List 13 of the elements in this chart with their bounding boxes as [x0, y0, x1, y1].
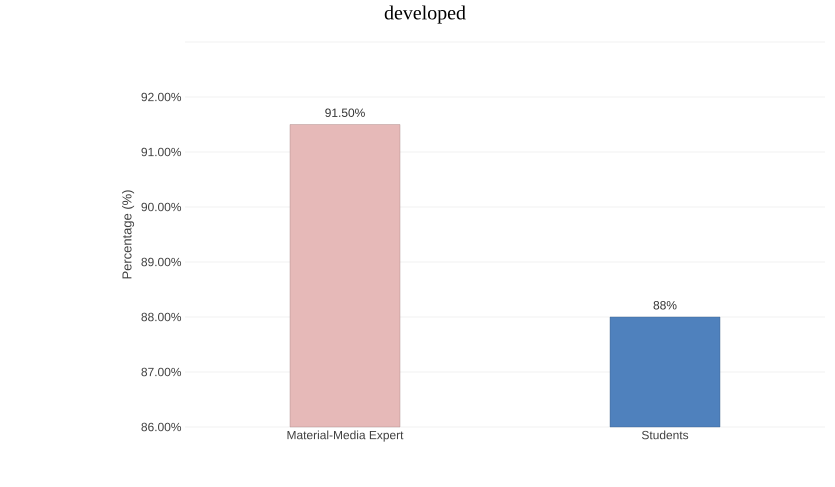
x-tick-label: Material-Media Expert: [288, 430, 404, 442]
chart-title: developed: [384, 6, 466, 24]
y-tick-label: 92.00%: [141, 92, 182, 102]
data-label: 91.50%: [325, 108, 365, 117]
y-tick-label: 87.00%: [141, 368, 182, 376]
y-tick-label: 88.00%: [141, 312, 182, 322]
y-tick-label: 91.00%: [141, 148, 182, 156]
y-tick-label: 86.00%: [141, 422, 182, 432]
x-tick-label: Students: [642, 430, 688, 440]
y-tick-label: 89.00%: [141, 258, 182, 266]
y-axis-title: Percentage (%): [122, 190, 134, 278]
data-label: 88%: [654, 301, 677, 310]
y-tick-label: 90.00%: [141, 202, 182, 212]
